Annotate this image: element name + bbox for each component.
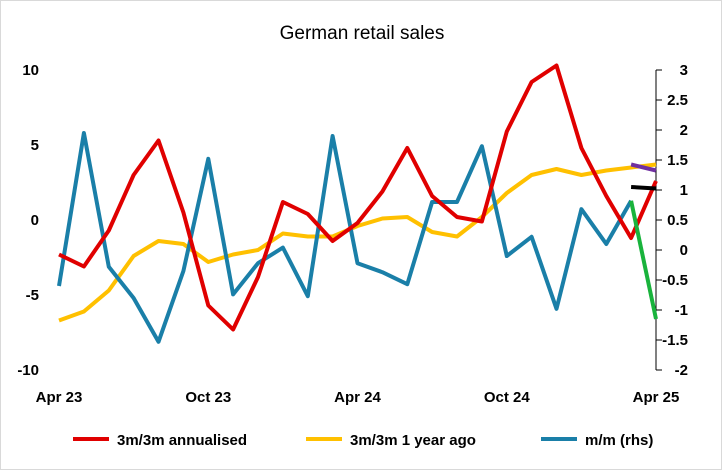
series-line-3m-3m-annualised	[58, 63, 658, 332]
legend-label: 3m/3m 1 year ago	[350, 432, 476, 449]
right-axis-tick-label: -2	[675, 362, 688, 379]
legend-label: m/m (rhs)	[585, 432, 653, 449]
right-axis-tick-label: 0.5	[667, 212, 688, 229]
right-axis-tick-label: 1	[680, 182, 688, 199]
x-axis-tick-label: Apr 25	[633, 389, 680, 406]
left-axis-tick-label: 5	[31, 137, 39, 154]
chart-title: German retail sales	[280, 23, 445, 44]
series-line-m-m-rhs	[57, 131, 633, 344]
left-axis-tick-label: -10	[17, 362, 39, 379]
legend: 3m/3m annualised 3m/3m 1 year ago m/m (rhs…	[73, 432, 653, 449]
forecast-segment-line	[630, 162, 657, 173]
right-axis-tick-label: -0.5	[662, 272, 688, 289]
right-axis-tick-label: 2.5	[667, 92, 688, 109]
right-axis-tick-label: 0	[680, 242, 688, 259]
left-axis-tick-label: 10	[22, 62, 39, 79]
x-axis-tick-label: Apr 23	[36, 389, 83, 406]
x-axis-tick-label: Oct 24	[484, 389, 531, 406]
right-axis-tick-label: 3	[680, 62, 688, 79]
left-axis-tick-label: 0	[31, 212, 39, 229]
series-line-3m-3m-1-year-ago	[58, 162, 657, 323]
forecast-segment-line	[629, 200, 658, 320]
right-axis-tick-label: 2	[680, 122, 688, 139]
x-axis-tick-label: Apr 24	[334, 389, 381, 406]
right-axis-tick-label: 1.5	[667, 152, 688, 169]
left-axis-tick-label: -5	[26, 287, 39, 304]
right-axis-tick-label: -1	[675, 302, 688, 319]
series-layer	[57, 63, 658, 344]
right-axis-tick-label: -1.5	[662, 332, 688, 349]
axes: -10 -5 0 5 10 -2 -1.5 -1 -0.5 0 0.5 1 1.5 2 2.5 3 Apr 23…	[17, 62, 688, 406]
forecast-segment-line	[630, 185, 657, 191]
x-axis-tick-label: Oct 23	[185, 389, 231, 406]
legend-label: 3m/3m annualised	[117, 432, 247, 449]
